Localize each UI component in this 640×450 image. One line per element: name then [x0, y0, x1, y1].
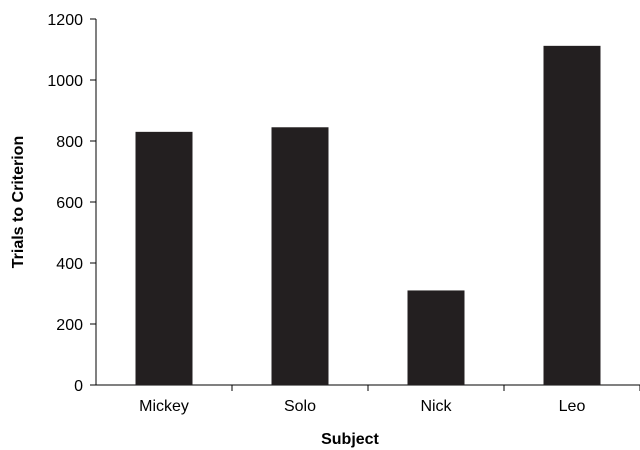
y-axis-title: Trials to Criterion: [10, 136, 27, 268]
x-ticks: Mickey Solo Nick Leo: [139, 385, 640, 415]
y-tick-label-400: 400: [56, 256, 83, 273]
y-tick-label-800: 800: [56, 134, 83, 151]
x-tick-label-nick: Nick: [420, 398, 452, 415]
y-tick-label-1000: 1000: [47, 73, 83, 90]
x-tick-label-leo: Leo: [559, 398, 586, 415]
bar-nick: [407, 290, 465, 385]
y-tick-label-200: 200: [56, 317, 83, 334]
bar-mickey: [135, 131, 193, 385]
x-tick-label-mickey: Mickey: [139, 398, 189, 415]
bars: [135, 45, 601, 386]
bar-solo: [271, 127, 329, 386]
y-axis: 0 200 400 600 800 1000 1200: [47, 12, 97, 395]
y-ticks: 0 200 400 600 800 1000 1200: [47, 12, 96, 395]
y-tick-label-0: 0: [74, 378, 83, 395]
bar-leo: [543, 45, 601, 386]
x-tick-label-solo: Solo: [284, 398, 316, 415]
x-axis: Mickey Solo Nick Leo: [96, 384, 640, 415]
x-axis-title: Subject: [321, 431, 379, 448]
y-tick-label-600: 600: [56, 195, 83, 212]
y-tick-label-1200: 1200: [47, 12, 83, 29]
